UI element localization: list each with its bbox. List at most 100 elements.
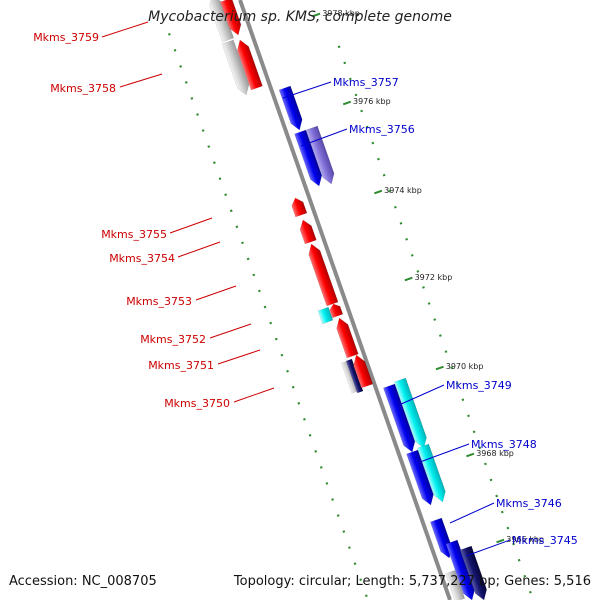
leader-line [449, 502, 495, 524]
gene-label-mkms_3758[interactable]: Mkms_3758 [50, 82, 116, 95]
guide-dot [377, 157, 380, 161]
genome-backbone [238, 0, 452, 600]
tick-label: 3968 kbp [476, 449, 514, 458]
guide-dot [336, 514, 340, 517]
tick-label: 3972 kbp [415, 273, 453, 282]
gene-label-mkms_3746[interactable]: Mkms_3746 [496, 497, 562, 510]
gene-3758-gray[interactable] [221, 39, 252, 97]
guide-dot [308, 434, 312, 437]
guide-dot [235, 225, 239, 229]
tick-label: 3970 kbp [446, 362, 484, 371]
gene-label-mkms_3749[interactable]: Mkms_3749 [446, 379, 512, 392]
gene-label-mkms_3754[interactable]: Mkms_3754 [109, 252, 175, 265]
gene-3745-blue[interactable] [445, 539, 478, 600]
guide-dot [433, 318, 437, 321]
guide-dot [291, 385, 295, 389]
guide-dot [364, 594, 368, 598]
guide-dot [512, 542, 515, 546]
guide-dot [439, 334, 442, 337]
tick-mark [342, 100, 352, 106]
guide-dot [500, 510, 504, 514]
guide-dot [410, 254, 414, 257]
guide-dot [422, 286, 425, 289]
guide-dot [467, 414, 470, 418]
guide-dot [303, 417, 306, 421]
tick-label: 3976 kbp [353, 97, 391, 106]
guide-dot [455, 382, 459, 386]
guide-dot [472, 430, 476, 434]
guide-dot [495, 494, 499, 498]
guide-dot [263, 305, 267, 309]
tick-mark [374, 189, 383, 195]
guide-dot [252, 273, 256, 277]
gene-label-mkms_3753[interactable]: Mkms_3753 [126, 295, 192, 308]
guide-dot [190, 97, 194, 100]
gene-3749[interactable] [393, 377, 429, 450]
guide-dot [529, 590, 532, 594]
guide-dot [354, 93, 358, 97]
gene-3758[interactable] [234, 38, 263, 91]
gene-3756[interactable] [305, 125, 337, 186]
guide-dot [331, 498, 334, 501]
leader-line [300, 128, 348, 147]
gene-3749-blue[interactable] [383, 383, 417, 454]
tick-mark [312, 12, 321, 18]
leader-line [119, 73, 163, 88]
leader-line [101, 21, 149, 38]
guide-dot [179, 65, 183, 68]
guide-dot [184, 81, 188, 84]
leader-line [282, 81, 332, 99]
tick-label: 3974 kbp [384, 186, 422, 195]
leader-line [465, 539, 511, 557]
guide-dot [523, 574, 527, 578]
accession-text: Accession: NC_008705 [9, 574, 157, 589]
gene-3750-red[interactable] [351, 353, 374, 389]
gene-3750[interactable] [345, 358, 364, 394]
guide-dot [280, 353, 284, 357]
gene-label-mkms_3748[interactable]: Mkms_3748 [471, 438, 537, 451]
leader-line [209, 323, 252, 339]
guide-dot [353, 562, 357, 565]
gene-label-mkms_3750[interactable]: Mkms_3750 [164, 397, 230, 410]
guide-dot [365, 125, 369, 129]
gene-3748-blue[interactable] [406, 449, 437, 507]
guide-dot [218, 177, 222, 180]
guide-dot [478, 446, 482, 450]
guide-dot [201, 129, 205, 132]
gene-3751b[interactable] [334, 316, 359, 359]
gene-3748[interactable] [417, 443, 448, 504]
gene-label-mkms_3756[interactable]: Mkms_3756 [349, 123, 415, 136]
gene-3755[interactable] [290, 196, 308, 218]
leader-line [217, 349, 261, 365]
gene-label-mkms_3759[interactable]: Mkms_3759 [33, 31, 99, 44]
gene-3754[interactable] [297, 218, 317, 245]
map-title: Mycobacterium sp. KMS, complete genome [148, 9, 452, 25]
guide-dot [258, 289, 261, 293]
gene-features [207, 0, 490, 600]
gene-label-mkms_3757[interactable]: Mkms_3757 [333, 76, 399, 89]
gene-3759[interactable] [220, 0, 244, 37]
gene-3753[interactable] [306, 242, 339, 307]
gene-3745[interactable] [459, 545, 490, 600]
leader-line [177, 241, 221, 258]
gene-label-mkms_3755[interactable]: Mkms_3755 [101, 228, 167, 241]
guide-dot [229, 209, 233, 213]
tick-mark [466, 452, 475, 458]
gene-label-mkms_3751[interactable]: Mkms_3751 [148, 359, 214, 372]
guide-dot [382, 173, 386, 177]
guide-dot [241, 241, 244, 245]
gene-label-mkms_3752[interactable]: Mkms_3752 [140, 333, 206, 346]
guide-dot [274, 337, 278, 341]
gene-3751[interactable] [328, 302, 344, 319]
guide-dot [246, 257, 250, 261]
guide-dot [297, 401, 301, 405]
gene-3759-gray[interactable] [207, 0, 234, 43]
tick-mark [496, 538, 505, 544]
gene-3756-blue[interactable] [294, 129, 325, 188]
guide-dot [506, 526, 510, 530]
gene-3745-gray[interactable] [445, 570, 466, 600]
guide-dot [489, 478, 493, 482]
tick-dot-lines [168, 33, 532, 598]
gene-label-mkms_3745[interactable]: Mkms_3745 [512, 534, 578, 547]
gene-3752[interactable] [317, 306, 334, 325]
